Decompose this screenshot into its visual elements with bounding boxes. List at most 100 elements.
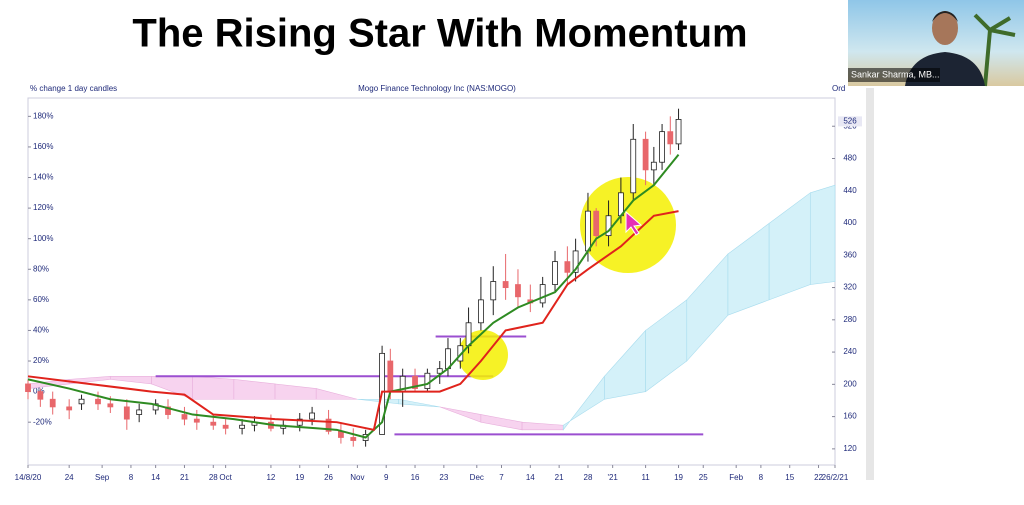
cursor: [625, 210, 643, 236]
candle-body: [465, 322, 472, 347]
presenter-name: Sankar Sharma, MB...: [851, 69, 940, 79]
y-tick-label: 160%: [33, 142, 53, 151]
candle-body: [642, 138, 649, 171]
candle-body: [572, 250, 579, 273]
candle-body: [605, 215, 612, 237]
y-tick-label: 120%: [33, 203, 53, 212]
cloud-segment: [768, 192, 811, 301]
y-tick-label: -20%: [33, 417, 52, 426]
candle-body: [78, 398, 85, 405]
y2-tick-label: 360: [843, 250, 857, 259]
x-tick-label: 11: [641, 473, 650, 482]
x-tick-label: 9: [384, 473, 389, 482]
x-tick-label: 8: [759, 473, 764, 482]
candle-body: [424, 372, 431, 389]
candle-body: [25, 383, 31, 392]
y-tick-label: 60%: [33, 295, 49, 304]
x-tick-label: 21: [555, 473, 564, 482]
candle-body: [350, 437, 357, 441]
y-tick-label: 100%: [33, 234, 53, 243]
name-tag: [848, 68, 940, 82]
x-tick-label: 12: [266, 473, 275, 482]
candle-body: [325, 418, 332, 432]
candle-body: [593, 210, 600, 237]
cloud-segment: [398, 398, 440, 408]
corner-label: Ord: [832, 84, 845, 93]
x-tick-label: 22: [814, 473, 823, 482]
candle-body: [239, 424, 246, 429]
cloud-segment: [233, 379, 276, 400]
candle-body: [165, 406, 171, 415]
x-tick-label: 25: [699, 473, 708, 482]
candle-body: [564, 261, 571, 273]
y2-tick-label: 280: [843, 315, 857, 324]
cloud-segment: [480, 414, 523, 431]
candle-body: [502, 281, 509, 289]
cloud-segment: [274, 383, 317, 400]
candle-body: [436, 368, 443, 374]
candle-body: [539, 284, 546, 304]
y2-tick-label: 200: [843, 379, 857, 388]
candle-body: [193, 418, 200, 423]
hair: [932, 11, 958, 22]
candle-body: [95, 398, 101, 405]
x-tick-label: 28: [584, 473, 593, 482]
y2-tick-label: 320: [843, 283, 857, 292]
x-tick-label: Dec: [470, 473, 484, 482]
webcam: Sankar Sharma, MB...: [848, 0, 1024, 87]
candle-body: [49, 398, 56, 408]
x-tick-label: Sep: [95, 473, 110, 482]
x-tick-label: 24: [65, 473, 74, 482]
x-tick-label: 23: [439, 473, 448, 482]
last-price-box: [838, 116, 862, 127]
cloud-segment: [357, 398, 399, 405]
y-tick-label: 180%: [33, 111, 53, 120]
candle-body: [222, 424, 229, 429]
candle-body: [66, 406, 73, 411]
y-tick-label: 140%: [33, 173, 53, 182]
y2-tick-label: 240: [843, 347, 857, 356]
candle-body: [37, 391, 44, 400]
candle-body: [478, 299, 484, 324]
subtitle: % change 1 day candles: [30, 84, 117, 93]
cloud-segment: [315, 388, 358, 400]
x-tick-label: 19: [674, 473, 683, 482]
cloud-segment: [727, 222, 770, 316]
candle-body: [123, 406, 130, 420]
candle-body: [490, 281, 497, 301]
candle-body: [107, 403, 114, 408]
x-tick-label: 15: [785, 473, 794, 482]
x-tick-label: 7: [499, 473, 504, 482]
cloud-segment: [562, 375, 605, 431]
y2-tick-label: 400: [843, 218, 857, 227]
indicator-line: [27, 210, 679, 432]
cloud-segment: [110, 376, 152, 385]
x-tick-label: 14: [151, 473, 160, 482]
x-tick-label: 14: [526, 473, 535, 482]
x-tick-label: 28: [209, 473, 218, 482]
cloud-segment: [521, 421, 564, 431]
x-tick-label: Feb: [729, 473, 743, 482]
candle-body: [387, 360, 394, 392]
candle-body: [650, 161, 657, 171]
x-tick-label: 21: [180, 473, 189, 482]
x-tick-label: '21: [607, 473, 618, 482]
x-tick-label: 26: [324, 473, 333, 482]
candle-body: [136, 409, 143, 415]
x-tick-label: 8: [129, 473, 134, 482]
instrument: Mogo Finance Technology Inc (NAS:MOGO): [358, 84, 516, 93]
y2-tick-label: 160: [843, 412, 857, 421]
y2-tick-label: 440: [843, 186, 857, 195]
cloud-segment: [604, 329, 646, 400]
y2-tick-label: 480: [843, 154, 857, 163]
x-tick-label: Oct: [219, 473, 232, 482]
x-tick-label: Nov: [350, 473, 364, 482]
cloud-segment: [645, 299, 688, 393]
x-tick-label: 26/2/21: [822, 473, 849, 482]
y-tick-label: 20%: [33, 356, 49, 365]
candle-body: [659, 131, 665, 163]
x-tick-label: 16: [411, 473, 420, 482]
cloud-segment: [809, 184, 836, 285]
candle-body: [210, 421, 217, 426]
